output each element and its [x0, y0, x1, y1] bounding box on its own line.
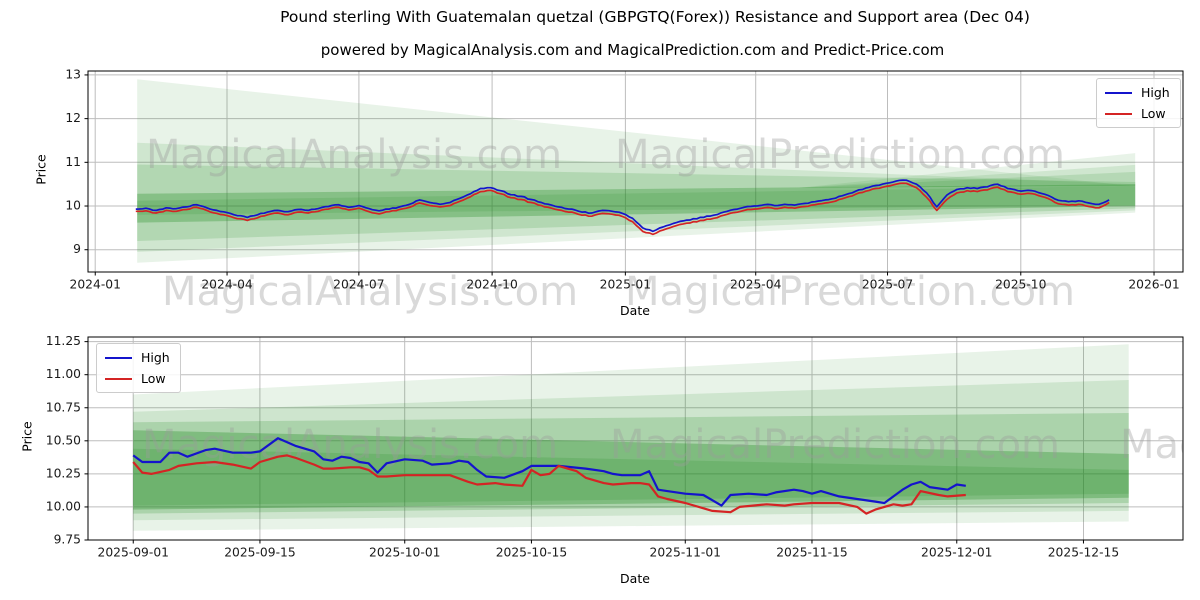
x-tick-label: 2025-10-15 — [496, 546, 567, 560]
watermark-text: MagicalPrediction.com — [625, 269, 1075, 315]
support-resistance-bands — [133, 344, 1129, 531]
watermark-clip: MagicalAnalysis.com — [142, 422, 558, 468]
y-tick-label: 9.75 — [54, 533, 81, 547]
y-tick-label: 10.50 — [46, 433, 81, 447]
top-y-axis-label: Price — [33, 154, 49, 185]
watermark-clip: MagicalAnalysis.com — [1120, 422, 1200, 468]
watermark-clip: MagicalPrediction.com — [615, 132, 1065, 178]
y-tick-label: 13 — [65, 67, 81, 81]
x-tick-label: 2025-09-15 — [224, 546, 295, 560]
band-layer — [137, 142, 1136, 252]
legend-item-high: High — [105, 347, 170, 368]
axes-spines — [87, 70, 1184, 273]
tick-marks — [84, 74, 1155, 276]
x-tick-label: 2024-04 — [201, 278, 253, 292]
top-x-axis-label: Date — [620, 303, 650, 318]
band-layer — [133, 413, 1129, 514]
legend-item-high: High — [1105, 82, 1170, 103]
forecast-fan-layer — [799, 164, 1136, 188]
legend-label-low: Low — [1141, 106, 1166, 121]
bottom-y-axis-label: Price — [19, 421, 35, 452]
x-tick-label: 2024-07 — [333, 278, 384, 292]
watermark-clip: MagicalAnalysis.com — [146, 132, 562, 178]
legend-label-high: High — [1141, 85, 1170, 100]
y-tick-label: 11 — [65, 155, 81, 169]
x-tick-label: 2024-01 — [70, 278, 121, 292]
watermark-text: MagicalAnalysis.com — [162, 269, 578, 315]
legend-label-high: High — [141, 350, 170, 365]
y-tick-label: 10.00 — [46, 499, 81, 513]
x-tick-label: 2025-09-01 — [98, 546, 169, 560]
band-layer — [137, 79, 1136, 263]
bottom-x-axis-label: Date — [620, 571, 650, 586]
y-tick-label: 10.75 — [46, 400, 81, 414]
legend-item-low: Low — [1105, 103, 1170, 124]
bottom-legend: High Low — [96, 343, 181, 393]
band-layer — [137, 185, 1136, 215]
low-line-swatch — [1105, 112, 1132, 115]
high-line — [135, 179, 1110, 233]
high-line-swatch — [105, 356, 132, 359]
band-layer — [137, 184, 1136, 223]
bottom-chart: MagicalAnalysis.com MagicalPrediction.com… — [46, 334, 1200, 560]
low-line-swatch — [105, 377, 132, 380]
axes-spines — [87, 336, 1184, 541]
x-tick-label: 2025-07 — [862, 278, 913, 292]
y-tick-label: 10.25 — [46, 466, 81, 480]
y-tick-label: 10 — [65, 199, 81, 213]
x-tick-label: 2025-10-01 — [369, 546, 440, 560]
top-chart: MagicalAnalysis.com MagicalPrediction.com… — [65, 67, 1184, 315]
watermarks: MagicalAnalysis.com MagicalPrediction.com… — [142, 422, 1200, 468]
page-subtitle: powered by MagicalAnalysis.com and Magic… — [320, 41, 945, 59]
top-legend: High Low — [1096, 78, 1181, 128]
x-tick-label: 2026-01 — [1128, 278, 1179, 292]
x-tick-label: 2025-10 — [995, 278, 1046, 292]
support-resistance-bands — [137, 79, 1136, 263]
forecast-fan-layer — [799, 153, 1136, 188]
y-tick-label: 11.25 — [46, 334, 81, 348]
gridlines — [88, 71, 1183, 272]
y-tick-label: 9 — [73, 242, 81, 256]
x-tick-label: 2025-12-01 — [921, 546, 992, 560]
watermark-text: MagicalAnalysis.com — [146, 132, 562, 178]
low-line — [132, 454, 966, 515]
y-tick-label: 12 — [65, 111, 81, 125]
legend-item-low: Low — [105, 368, 170, 389]
page-title: Pound sterling With Guatemalan quetzal (… — [280, 8, 1030, 26]
watermark-text: MagicalAnalysis.com — [1120, 422, 1200, 468]
watermark-text: MagicalPrediction.com — [615, 132, 1065, 178]
watermarks: MagicalAnalysis.com MagicalPrediction.com… — [146, 132, 1075, 315]
band-layer — [133, 448, 1129, 506]
band-layer — [133, 430, 1129, 510]
tick-marks — [84, 341, 1084, 544]
x-tick-label: 2025-11-15 — [776, 546, 847, 560]
high-line — [132, 437, 966, 507]
low-line — [135, 182, 1110, 236]
watermark-text: MagicalAnalysis.com — [142, 422, 558, 468]
y-tick-label: 11.00 — [46, 367, 81, 381]
watermark-text: MagicalPrediction.com — [610, 422, 1060, 468]
x-tick-label: 2024-10 — [466, 278, 517, 292]
legend-label-low: Low — [141, 371, 166, 386]
high-line-swatch — [1105, 91, 1132, 94]
x-tick-label: 2025-01 — [600, 278, 651, 292]
band-layer — [133, 344, 1129, 531]
x-tick-label: 2025-04 — [730, 278, 782, 292]
x-tick-label: 2025-12-15 — [1048, 546, 1119, 560]
watermark-clip: MagicalPrediction.com — [610, 422, 1060, 468]
tick-labels: 2024-01 2024-04 2024-07 2024-10 2025-01 2025-… — [65, 67, 1179, 291]
band-layer — [133, 380, 1129, 521]
tick-labels: 2025-09-01 2025-09-15 2025-10-01 2025-10-15… — [46, 334, 1119, 559]
x-tick-label: 2025-11-01 — [650, 546, 721, 560]
